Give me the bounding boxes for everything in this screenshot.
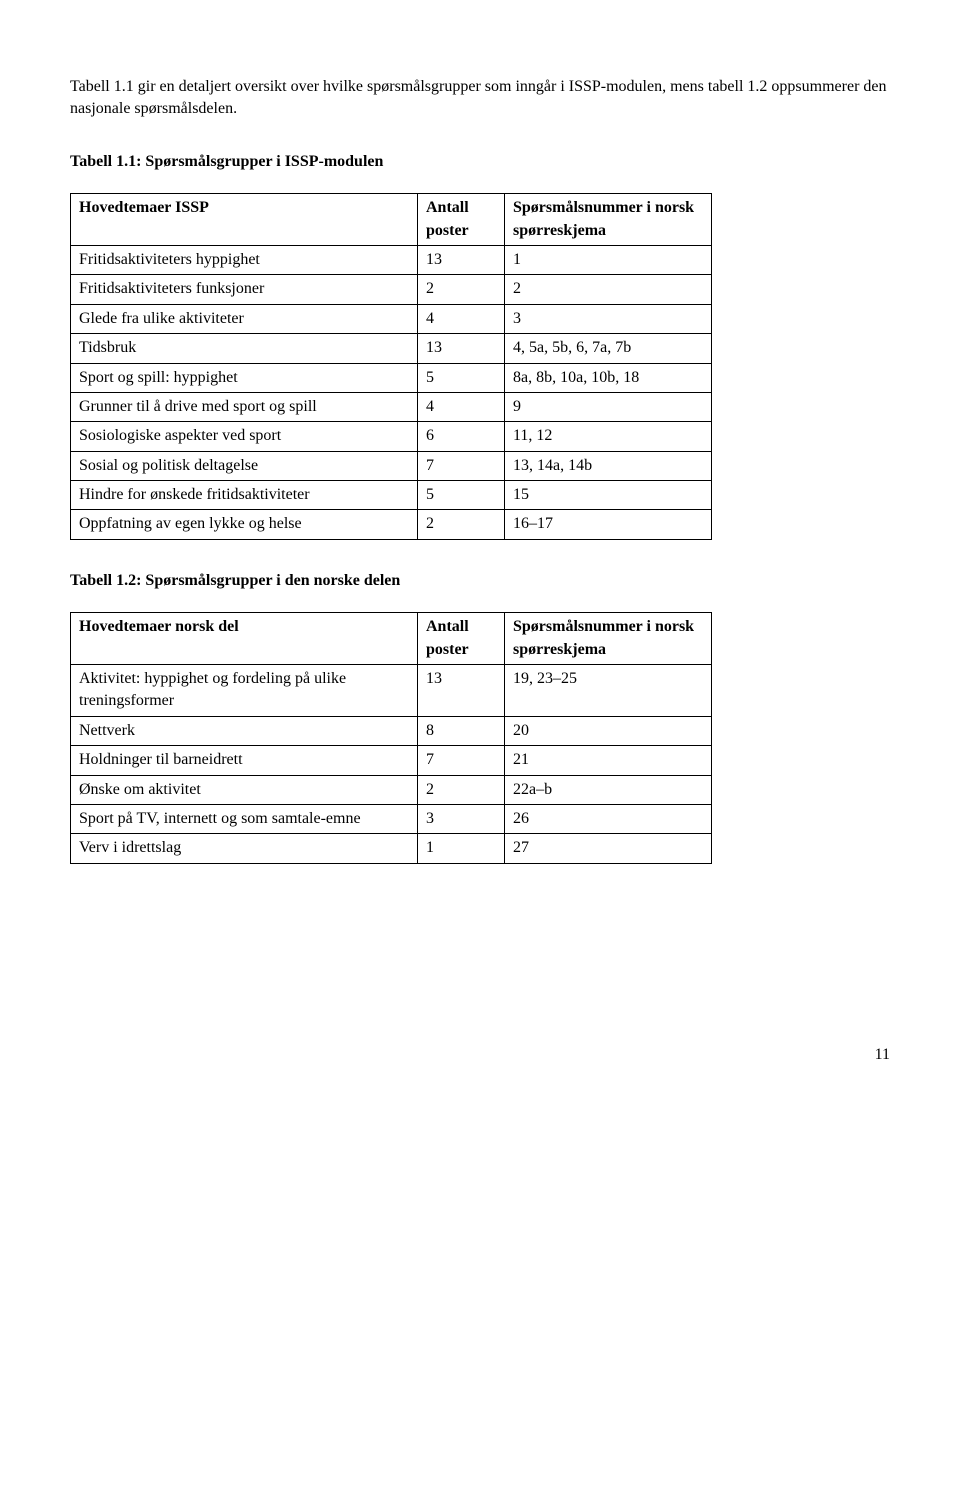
cell-qnum: 11, 12	[505, 422, 712, 451]
cell-topic: Sport på TV, internett og som samtale-em…	[71, 804, 418, 833]
cell-topic: Tidsbruk	[71, 334, 418, 363]
cell-count: 13	[418, 665, 505, 717]
cell-count: 13	[418, 245, 505, 274]
table-row: Sport og spill: hyppighet58a, 8b, 10a, 1…	[71, 363, 712, 392]
cell-topic: Glede fra ulike aktiviteter	[71, 304, 418, 333]
page-number: 11	[70, 1044, 890, 1066]
cell-count: 4	[418, 304, 505, 333]
cell-qnum: 13, 14a, 14b	[505, 451, 712, 480]
cell-topic: Nettverk	[71, 716, 418, 745]
cell-count: 4	[418, 392, 505, 421]
table-row: Holdninger til barneidrett721	[71, 746, 712, 775]
cell-count: 3	[418, 804, 505, 833]
table2-header-row: Hovedtemaer norsk del Antall poster Spør…	[71, 613, 712, 665]
table-row: Fritidsaktiviteters hyppighet131	[71, 245, 712, 274]
cell-qnum: 20	[505, 716, 712, 745]
cell-qnum: 15	[505, 481, 712, 510]
cell-topic: Fritidsaktiviteters funksjoner	[71, 275, 418, 304]
cell-topic: Ønske om aktivitet	[71, 775, 418, 804]
table-row: Fritidsaktiviteters funksjoner22	[71, 275, 712, 304]
table2-header-col1: Hovedtemaer norsk del	[71, 613, 418, 665]
cell-count: 6	[418, 422, 505, 451]
cell-qnum: 21	[505, 746, 712, 775]
cell-topic: Sosiologiske aspekter ved sport	[71, 422, 418, 451]
cell-count: 5	[418, 481, 505, 510]
cell-count: 13	[418, 334, 505, 363]
table2-header-col3: Spørsmålsnummer i norsk spørreskjema	[505, 613, 712, 665]
table1-title: Tabell 1.1: Spørsmålsgrupper i ISSP-modu…	[70, 151, 890, 173]
cell-qnum: 27	[505, 834, 712, 863]
table-row: Ønske om aktivitet222a–b	[71, 775, 712, 804]
cell-qnum: 1	[505, 245, 712, 274]
table2-title: Tabell 1.2: Spørsmålsgrupper i den norsk…	[70, 570, 890, 592]
table1-header-row: Hovedtemaer ISSP Antall poster Spørsmåls…	[71, 194, 712, 246]
cell-qnum: 3	[505, 304, 712, 333]
cell-topic: Grunner til å drive med sport og spill	[71, 392, 418, 421]
table-row: Aktivitet: hyppighet og fordeling på uli…	[71, 665, 712, 717]
table-row: Hindre for ønskede fritidsaktiviteter515	[71, 481, 712, 510]
cell-qnum: 16–17	[505, 510, 712, 539]
cell-qnum: 22a–b	[505, 775, 712, 804]
cell-count: 2	[418, 775, 505, 804]
cell-count: 7	[418, 451, 505, 480]
intro-paragraph: Tabell 1.1 gir en detaljert oversikt ove…	[70, 76, 890, 121]
cell-topic: Verv i idrettslag	[71, 834, 418, 863]
cell-topic: Fritidsaktiviteters hyppighet	[71, 245, 418, 274]
cell-count: 2	[418, 510, 505, 539]
cell-qnum: 26	[505, 804, 712, 833]
table-row: Glede fra ulike aktiviteter43	[71, 304, 712, 333]
cell-topic: Holdninger til barneidrett	[71, 746, 418, 775]
cell-qnum: 19, 23–25	[505, 665, 712, 717]
cell-topic: Aktivitet: hyppighet og fordeling på uli…	[71, 665, 418, 717]
cell-qnum: 2	[505, 275, 712, 304]
cell-count: 2	[418, 275, 505, 304]
table-row: Nettverk820	[71, 716, 712, 745]
table-row: Oppfatning av egen lykke og helse216–17	[71, 510, 712, 539]
cell-qnum: 8a, 8b, 10a, 10b, 18	[505, 363, 712, 392]
table-row: Sosiologiske aspekter ved sport611, 12	[71, 422, 712, 451]
cell-count: 8	[418, 716, 505, 745]
table1-header-col3: Spørsmålsnummer i norsk spørreskjema	[505, 194, 712, 246]
cell-topic: Oppfatning av egen lykke og helse	[71, 510, 418, 539]
table-row: Verv i idrettslag127	[71, 834, 712, 863]
table-row: Tidsbruk134, 5a, 5b, 6, 7a, 7b	[71, 334, 712, 363]
cell-qnum: 9	[505, 392, 712, 421]
cell-qnum: 4, 5a, 5b, 6, 7a, 7b	[505, 334, 712, 363]
cell-count: 5	[418, 363, 505, 392]
table-row: Sosial og politisk deltagelse713, 14a, 1…	[71, 451, 712, 480]
cell-topic: Sosial og politisk deltagelse	[71, 451, 418, 480]
table2-header-col2: Antall poster	[418, 613, 505, 665]
cell-topic: Hindre for ønskede fritidsaktiviteter	[71, 481, 418, 510]
cell-count: 7	[418, 746, 505, 775]
cell-topic: Sport og spill: hyppighet	[71, 363, 418, 392]
table-row: Sport på TV, internett og som samtale-em…	[71, 804, 712, 833]
table1: Hovedtemaer ISSP Antall poster Spørsmåls…	[70, 193, 712, 540]
table2: Hovedtemaer norsk del Antall poster Spør…	[70, 612, 712, 864]
table1-header-col2: Antall poster	[418, 194, 505, 246]
table-row: Grunner til å drive med sport og spill49	[71, 392, 712, 421]
table1-header-col1: Hovedtemaer ISSP	[71, 194, 418, 246]
cell-count: 1	[418, 834, 505, 863]
